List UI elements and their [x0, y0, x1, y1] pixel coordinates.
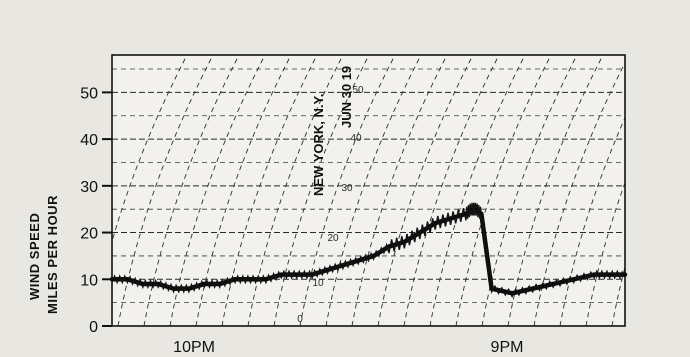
y-tick-label: 0: [89, 319, 98, 336]
data-point: [125, 277, 129, 281]
data-point: [264, 277, 268, 281]
data-point: [341, 263, 345, 267]
data-point: [187, 287, 191, 291]
data-point: [448, 216, 453, 221]
data-point: [402, 240, 407, 244]
data-point: [387, 244, 391, 249]
chart-scale-label: 20: [327, 233, 339, 244]
chart-scale-label: 0: [297, 314, 303, 325]
data-point: [218, 282, 222, 286]
data-point: [325, 268, 330, 272]
data-point: [469, 207, 473, 211]
y-axis: 0 10 20 30 40 50: [80, 85, 112, 336]
y-tick-label: 30: [80, 179, 98, 196]
x-axis: 10PM 9PM: [173, 339, 523, 356]
data-point: [531, 287, 535, 291]
data-point: [464, 212, 468, 216]
data-point: [490, 287, 494, 291]
y-tick-label: 40: [80, 132, 98, 149]
data-point: [233, 277, 237, 281]
data-point: [248, 277, 253, 281]
data-point: [171, 287, 176, 291]
chart-frame: [111, 54, 626, 327]
data-point: [295, 273, 299, 277]
data-point: [572, 277, 576, 281]
chart-scale-label: 10: [312, 278, 324, 289]
data-point: [433, 221, 437, 225]
data-point: [156, 282, 160, 286]
stamp-date: JUN 30 19: [339, 66, 354, 128]
time-arc: [638, 55, 690, 326]
data-point: [479, 212, 483, 216]
y-tick-label: 10: [80, 272, 98, 289]
data-point: [279, 273, 283, 277]
data-point: [310, 273, 314, 277]
data-point: [356, 258, 360, 263]
data-point: [372, 254, 376, 258]
y-tick-label: 50: [80, 85, 98, 102]
y-tick-label: 20: [80, 226, 98, 243]
data-point: [608, 273, 612, 277]
data-point: [551, 282, 555, 286]
data-point: [592, 273, 596, 277]
data-point: [110, 277, 114, 281]
chart-scale-label: 50: [352, 85, 364, 96]
chart-scale-labels: 0 10 20 30 40 50: [297, 85, 364, 325]
x-tick-label: 9PM: [491, 339, 524, 356]
data-point: [510, 291, 514, 295]
time-arc: [664, 55, 690, 326]
x-tick-label: 10PM: [173, 339, 215, 356]
chart-grid: [112, 55, 690, 326]
data-point: [474, 207, 478, 211]
plot-border: [111, 54, 626, 327]
wind-trace: [109, 202, 628, 299]
data-point: [623, 273, 627, 277]
chart-scale-label: 40: [350, 133, 362, 144]
chart-scale-label: 30: [341, 183, 353, 194]
y-axis-title-line2: MILES PER HOUR: [45, 195, 60, 314]
data-point: [202, 282, 206, 286]
y-axis-title-line1: WIND SPEED: [27, 213, 42, 300]
stamp-location: NEW YORK, N.Y.: [311, 94, 326, 196]
data-point: [141, 282, 145, 286]
plot-area: [112, 55, 625, 326]
data-point: [418, 230, 422, 235]
